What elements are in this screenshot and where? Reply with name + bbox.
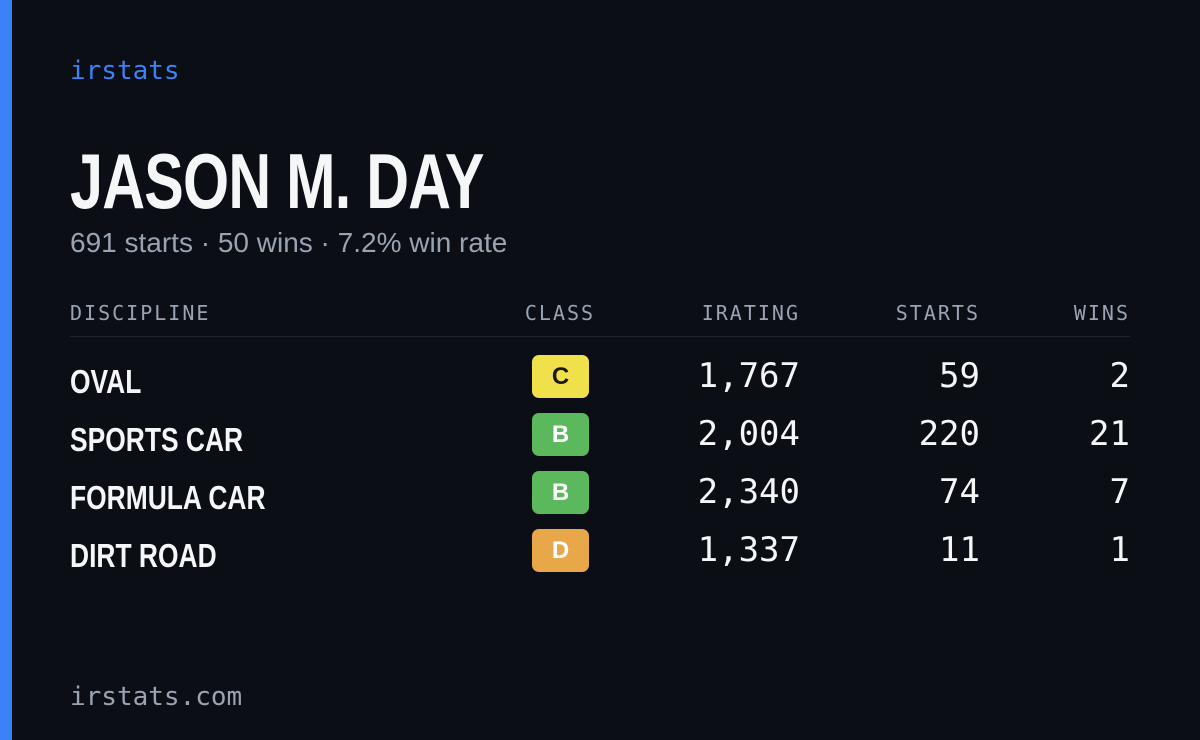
column-header-class: CLASS	[524, 301, 596, 325]
irating-value: 2,340	[697, 472, 800, 512]
wins-value: 2	[1109, 356, 1130, 396]
summary: 691 starts · 50 wins · 7.2% win rate	[70, 227, 508, 258]
class-badge: C	[532, 355, 589, 398]
column-header-starts: STARTS	[895, 301, 980, 325]
class-badge: B	[532, 471, 589, 514]
header-divider	[70, 336, 1130, 337]
discipline-name: DIRT ROAD	[70, 537, 217, 574]
column-header-discipline: DISCIPLINE	[70, 301, 211, 325]
discipline-name: SPORTS CAR	[70, 421, 244, 458]
wins-value: 7	[1109, 472, 1130, 512]
discipline-name: FORMULA CAR	[70, 479, 266, 516]
class-badge: D	[532, 529, 589, 572]
footer-url: irstats.com	[70, 682, 243, 712]
starts-value: 220	[918, 414, 980, 454]
discipline-name: OVAL	[70, 363, 142, 400]
irating-value: 1,337	[697, 530, 800, 570]
class-badge: B	[532, 413, 589, 456]
driver-name: JASON M. DAY	[70, 137, 484, 225]
irating-value: 1,767	[697, 356, 800, 396]
column-header-irating: IRATING	[701, 301, 800, 325]
starts-value: 59	[939, 356, 980, 396]
brand: irstats	[70, 56, 180, 86]
wins-value: 21	[1089, 414, 1130, 454]
wins-value: 1	[1109, 530, 1130, 570]
starts-value: 74	[939, 472, 980, 512]
irating-value: 2,004	[697, 414, 800, 454]
accent-bar	[0, 0, 12, 740]
starts-value: 11	[939, 530, 980, 570]
column-header-wins: WINS	[1073, 301, 1130, 325]
